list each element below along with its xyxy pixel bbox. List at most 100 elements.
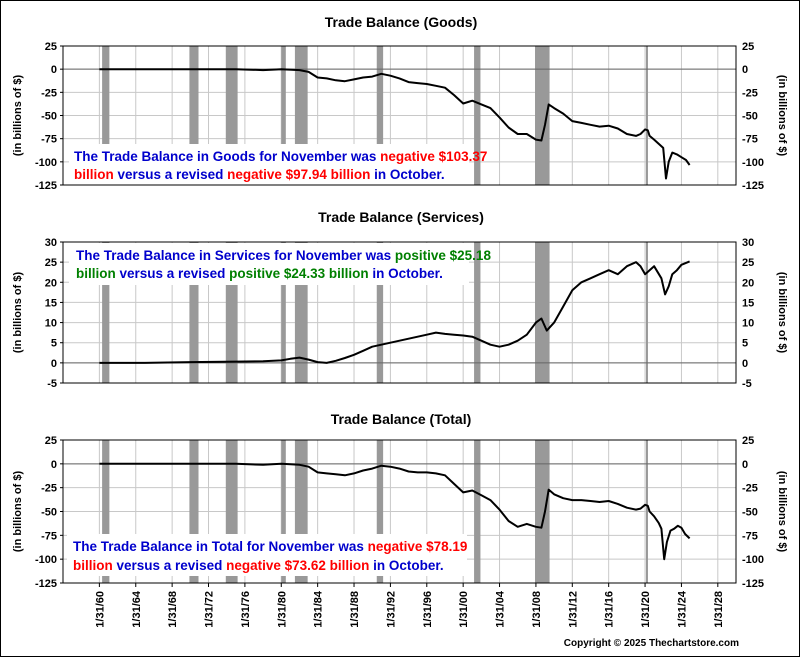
panel-1-recession-bar (225, 46, 238, 185)
panel-2-recession-bar (189, 242, 199, 383)
panel-1-note-line-2-span: in October. (370, 167, 444, 182)
panel-3-title: Trade Balance (Total) (331, 411, 472, 427)
panel-2-ytick-left: 0 (51, 358, 57, 370)
panel-2-ytick-right: 15 (742, 297, 754, 309)
panel-2-recession-bar (645, 242, 648, 383)
panel-1-ytick-left: 0 (51, 64, 57, 76)
panel-3-note-line-2: billion versus a revised negative $73.62… (73, 558, 444, 573)
panel-1-recession-bar (102, 46, 110, 185)
panel-1-note-line-2-span: billion (74, 167, 114, 182)
panel-2-title: Trade Balance (Services) (318, 209, 484, 225)
panel-2-recession-bar (376, 242, 384, 383)
panel-3-recession-bar (645, 440, 648, 583)
panel-1-ytick-left: -100 (35, 157, 57, 169)
panel-2-note-line-2-span: positive $24.33 billion (229, 266, 369, 281)
xtick-label: 1/31/00 (458, 591, 470, 628)
panel-1-note-line-1: The Trade Balance in Goods for November … (74, 149, 487, 164)
panel-2-ytick-right: -5 (742, 378, 752, 390)
xtick-label: 1/31/60 (94, 591, 106, 628)
panel-2-ytick-left: 30 (45, 237, 57, 249)
xtick-label: 1/31/04 (495, 590, 507, 628)
panel-3-note-line-1-span: The Trade Balance in Total for November … (73, 539, 368, 554)
panel-2-recession-bar (102, 242, 110, 383)
panel-3-note-line-1-span: negative $78.19 (368, 539, 468, 554)
panel-3-recession-bar (225, 440, 238, 583)
panel-1-ytick-right: -100 (742, 157, 764, 169)
xtick-label: 1/31/84 (313, 590, 325, 628)
panel-1-note-line-2-span: versus a revised (114, 167, 227, 182)
panel-3-ytick-right: -25 (742, 483, 758, 495)
panel-3-recession-bar (281, 440, 286, 583)
panel-1-note-line-2: billion versus a revised negative $97.94… (74, 167, 445, 182)
panel-2: Trade Balance (Services) 30 30 25 25 20 20 15 15… (12, 209, 788, 390)
panel-2-ytick-right: 5 (742, 338, 748, 350)
panel-2-recession-bar (281, 242, 286, 383)
panel-1-ylabel-left: (in billions of $) (12, 75, 24, 157)
xtick-label: 1/31/08 (531, 591, 543, 628)
panel-2-recession-bar (535, 242, 550, 383)
panel-2-note-line-2-span: billion (76, 266, 116, 281)
panel-1-ytick-right: -50 (742, 111, 758, 123)
panel-3-ytick-left: -100 (35, 554, 57, 566)
xtick-label: 1/31/24 (676, 590, 688, 628)
panel-1-recession-bar (645, 46, 648, 185)
panel-2-ytick-left: -5 (47, 378, 57, 390)
panel-2-ytick-left: 15 (45, 297, 57, 309)
panel-1-title: Trade Balance (Goods) (325, 14, 477, 30)
panel-3-ytick-left: -25 (41, 483, 57, 495)
panel-1-ylabel-right: (in billions of $) (776, 75, 788, 157)
panel-1-note-line-1-span: negative $103.37 (380, 149, 487, 164)
panel-2-note-line-2-span: versus a revised (116, 266, 229, 281)
panel-3-note-line-2-span: in October. (369, 558, 443, 573)
panel-1-ytick-left: -125 (35, 180, 57, 192)
panel-2-note-bg (69, 243, 469, 285)
panel-1-recession-bar (376, 46, 384, 185)
panel-3-ytick-right: -100 (742, 554, 764, 566)
panel-1-ytick-left: -50 (41, 111, 57, 123)
panel-2-recession-bar (225, 242, 238, 383)
panel-3-series-line (99, 462, 691, 561)
panel-2-series-line (99, 260, 690, 364)
panel-3-note-line-1: The Trade Balance in Total for November … (73, 539, 467, 554)
panel-1-note-bg (69, 144, 469, 186)
panel-2-ytick-right: 25 (742, 257, 754, 269)
panel-2-note-line-2-span: in October. (369, 266, 443, 281)
panel-1-ytick-left: -25 (41, 87, 57, 99)
panel-3-ytick-left: -50 (41, 507, 57, 519)
xtick-label: 1/31/64 (131, 590, 143, 628)
panel-2-ylabel-right: (in billions of $) (776, 272, 788, 354)
panel-2-ylabel-left: (in billions of $) (12, 272, 24, 354)
panel-1-ytick-left: 25 (45, 41, 57, 53)
panel-3-ylabel-right: (in billions of $) (776, 471, 788, 553)
panel-1-recession-bar (474, 46, 481, 185)
xtick-label: 1/31/16 (604, 591, 616, 628)
panel-3-ytick-left: 0 (51, 459, 57, 471)
panel-3-recession-bar (474, 440, 481, 583)
panel-2-note-line-1-span: The Trade Balance in Services for Novemb… (76, 248, 395, 263)
panel-1-recession-bar (281, 46, 286, 185)
panel-2-note-line-1-span: positive $25.18 (395, 248, 492, 263)
panel-3-note-line-2-span: billion (73, 558, 113, 573)
panel-2-recession-bar (474, 242, 481, 383)
panel-3-ytick-right: -50 (742, 507, 758, 519)
panel-2-note-line-2: billion versus a revised positive $24.33… (76, 266, 443, 281)
panel-1-note-line-2-span: negative $97.94 billion (227, 167, 370, 182)
panel-3-recession-bar (102, 440, 110, 583)
xtick-label: 1/31/20 (640, 591, 652, 628)
panel-3-recession-bar (189, 440, 199, 583)
xtick-label: 1/31/80 (276, 591, 288, 628)
xtick-label: 1/31/92 (385, 591, 397, 628)
panel-3-ylabel-left: (in billions of $) (12, 471, 24, 553)
xtick-label: 1/31/12 (567, 591, 579, 628)
panel-3-ytick-right: -75 (742, 530, 758, 542)
panel-3-ytick-left: 25 (45, 435, 57, 447)
xtick-label: 1/31/28 (713, 591, 725, 628)
panel-3-recession-bar (535, 440, 550, 583)
panel-1-ytick-right: -75 (742, 134, 758, 146)
panel-2-plot-border (62, 241, 737, 384)
panel-1-recession-bar (189, 46, 199, 185)
xtick-label: 1/31/96 (422, 591, 434, 628)
xtick-label: 1/31/76 (240, 591, 252, 628)
